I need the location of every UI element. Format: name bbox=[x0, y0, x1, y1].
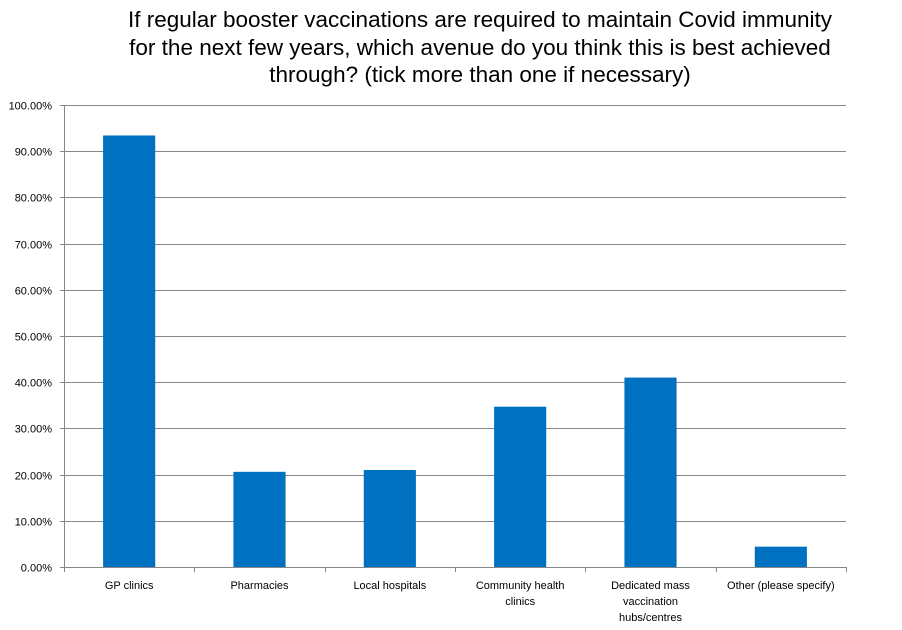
x-category-label: Community health clinics bbox=[476, 580, 565, 608]
x-category-label: Other (please specify) bbox=[727, 580, 835, 592]
bar bbox=[233, 471, 286, 567]
bar bbox=[624, 377, 677, 567]
y-tick-label: 50.00% bbox=[15, 332, 53, 344]
y-tick-label: 80.00% bbox=[15, 193, 53, 205]
bars bbox=[103, 135, 807, 567]
y-tick-label: 20.00% bbox=[15, 471, 53, 483]
y-tick-label: 30.00% bbox=[15, 424, 53, 436]
y-tick-label: 40.00% bbox=[15, 378, 53, 390]
x-category-label: Dedicated mass vaccination hubs/centres bbox=[611, 580, 690, 624]
y-tick-label: 0.00% bbox=[21, 563, 52, 575]
y-tick-label: 70.00% bbox=[15, 240, 53, 252]
bar bbox=[494, 406, 547, 567]
bar bbox=[103, 135, 156, 567]
y-tick-label: 60.00% bbox=[15, 286, 53, 298]
y-tick-label: 90.00% bbox=[15, 147, 53, 159]
chart-title: If regular booster vaccinations are requ… bbox=[127, 7, 833, 87]
x-category-label: Pharmacies bbox=[230, 580, 289, 592]
x-category-label: Local hospitals bbox=[353, 580, 426, 592]
bar bbox=[363, 469, 416, 567]
gridlines bbox=[64, 105, 846, 568]
x-axis: GP clinics Pharmacies Local hospitals Commu… bbox=[64, 567, 847, 624]
y-tick-label: 100.00% bbox=[9, 101, 53, 113]
y-axis: 0.00% 10.00% 20.00% 30.00% 40.00% 50.00% 60.00… bbox=[9, 101, 65, 575]
x-category-label: GP clinics bbox=[105, 580, 154, 592]
y-tick-label: 10.00% bbox=[15, 517, 53, 529]
bar bbox=[754, 546, 807, 567]
